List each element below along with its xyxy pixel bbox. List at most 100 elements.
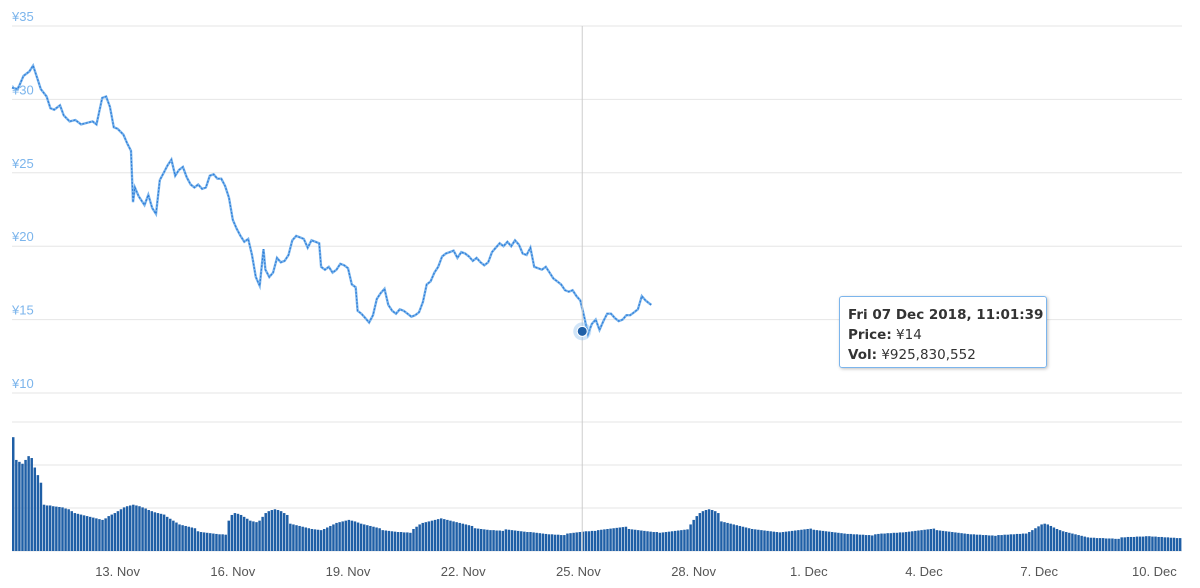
volume-bar: [547, 534, 551, 551]
volume-bar: [98, 519, 101, 551]
volume-bar: [1098, 538, 1102, 551]
volume-bar: [821, 530, 825, 551]
volume-bar: [951, 532, 954, 551]
volume-bar: [504, 529, 508, 551]
volume-bar: [618, 527, 622, 551]
volume-bar: [532, 532, 535, 551]
volume-bar: [101, 519, 104, 551]
volume-bar: [560, 535, 563, 551]
volume-bar: [670, 531, 674, 551]
volume-bar: [313, 529, 317, 551]
volume-bar: [125, 506, 129, 551]
volume-bar: [455, 522, 458, 551]
volume-bar: [563, 535, 566, 551]
volume-bar: [1040, 524, 1043, 551]
volume-bar: [858, 534, 862, 551]
volume-bar: [898, 532, 902, 551]
price-line[interactable]: [11, 64, 652, 337]
volume-bar: [501, 530, 505, 551]
volume-bar: [258, 520, 261, 551]
volume-bar: [61, 507, 64, 551]
volume-bar: [449, 520, 452, 551]
volume-bar: [544, 533, 548, 551]
volume-bar: [261, 516, 264, 551]
volume-bar: [750, 528, 754, 551]
volume-bar: [1068, 532, 1071, 551]
volume-bar: [329, 525, 332, 551]
volume-bar: [304, 527, 307, 551]
volume-bar: [566, 533, 569, 551]
volume-bar: [747, 528, 751, 551]
volume-bar: [42, 504, 46, 551]
volume-bar: [498, 530, 501, 551]
volume-bar: [941, 530, 945, 551]
volume-bar: [824, 531, 828, 551]
volume-bar: [535, 532, 538, 551]
volume-bar: [107, 516, 110, 551]
volume-bar: [575, 532, 578, 551]
volume-bar: [424, 522, 428, 551]
volume-bar: [754, 529, 757, 551]
volume-bar: [39, 482, 43, 551]
volume-bar: [837, 532, 840, 551]
volume-bar: [615, 527, 618, 551]
volume-bar: [677, 530, 680, 551]
x-tick-label: 13. Nov: [95, 564, 140, 579]
volume-bar: [1169, 537, 1173, 551]
volume-bar: [1095, 538, 1099, 551]
volume-bar: [196, 531, 200, 551]
price-line-halo: [11, 62, 653, 339]
volume-bar: [316, 529, 320, 551]
x-tick-label: 19. Nov: [326, 564, 371, 579]
volume-bar: [680, 530, 683, 551]
y-tick-label: ¥10: [11, 376, 34, 391]
volume-bar: [218, 534, 221, 551]
volume-bar: [418, 524, 421, 551]
volume-bars: [12, 437, 1182, 551]
x-tick-label: 25. Nov: [556, 564, 601, 579]
x-tick-label: 7. Dec: [1020, 564, 1058, 579]
volume-bar: [895, 532, 899, 551]
volume-bar: [935, 530, 939, 551]
volume-bar: [452, 521, 455, 551]
volume-bar: [695, 516, 699, 551]
volume-bar: [661, 532, 665, 551]
volume-bar: [473, 528, 477, 551]
volume-bar: [70, 511, 73, 551]
volume-bar: [427, 521, 431, 551]
volume-bar: [1126, 536, 1130, 551]
volume-bar: [803, 529, 806, 551]
volume-bar: [972, 534, 976, 551]
volume-bar: [741, 526, 745, 551]
volume-bar: [633, 529, 637, 551]
volume-bar: [735, 525, 739, 551]
volume-bar: [1157, 536, 1160, 551]
volume-bar: [310, 528, 314, 551]
volume-bar: [784, 531, 788, 551]
volume-bar: [957, 532, 960, 551]
volume-bar: [1163, 537, 1167, 551]
x-tick-label: 10. Dec: [1132, 564, 1177, 579]
volume-bar: [883, 533, 886, 551]
volume-bar: [732, 524, 735, 551]
x-tick-label: 1. Dec: [790, 564, 828, 579]
volume-bar: [717, 513, 720, 551]
y-tick-label: ¥30: [11, 82, 34, 97]
price-line-series[interactable]: [11, 62, 653, 339]
volume-bar: [480, 528, 483, 551]
volume-bar: [597, 530, 600, 551]
volume-bar: [15, 459, 18, 551]
volume-bar: [289, 523, 292, 551]
volume-bar: [707, 509, 711, 551]
volume-bar: [664, 532, 668, 551]
volume-bar: [593, 530, 597, 551]
volume-bar: [276, 510, 280, 551]
volume-bar: [199, 532, 203, 551]
volume-bar: [649, 531, 652, 551]
volume-bar: [363, 524, 366, 551]
volume-bar: [904, 532, 908, 551]
x-axis-ticks: 13. Nov 16. Nov 19. Nov 22. Nov 25. Nov 28. N…: [95, 564, 1177, 579]
volume-bar: [815, 530, 819, 551]
volume-bar: [332, 524, 335, 551]
